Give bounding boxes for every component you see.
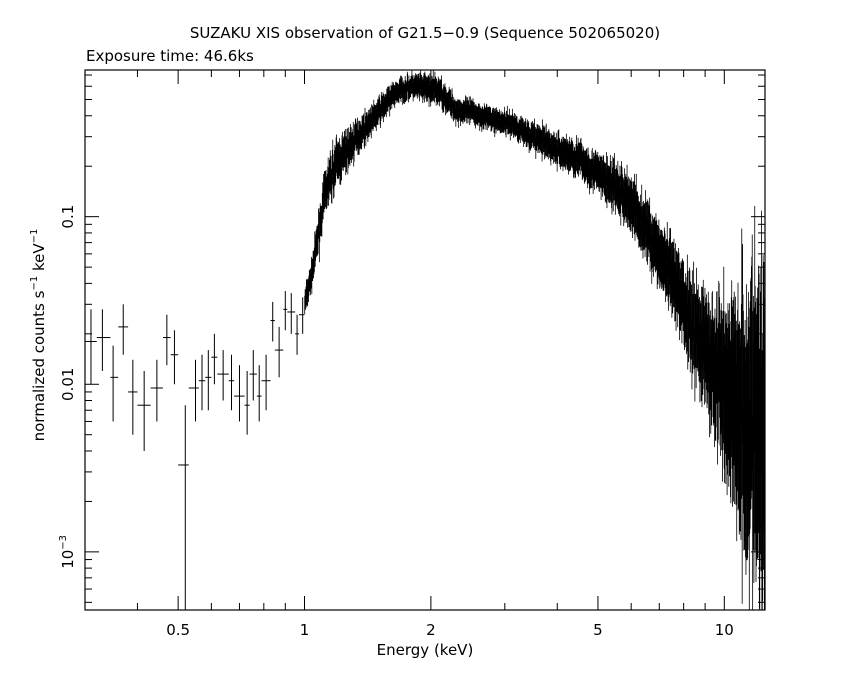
data-point: [150, 359, 163, 422]
data-layer: [85, 70, 766, 610]
y-tick-label: 0.1: [59, 205, 77, 229]
data-point: [295, 314, 299, 355]
data-point: [118, 304, 129, 355]
data-point: [96, 309, 111, 371]
data-point: [249, 350, 257, 401]
x-tick-label: 2: [426, 621, 436, 639]
data-point: [178, 405, 189, 610]
spectrum-continuum: [304, 70, 766, 610]
data-point: [162, 314, 171, 366]
data-point: [274, 326, 284, 378]
data-point: [198, 354, 206, 411]
y-axis-label-base: normalized counts s: [30, 290, 48, 441]
x-tick-label: 0.5: [166, 621, 190, 639]
continuum-errorbars: [304, 70, 766, 610]
y-tick-label: 10−3: [58, 535, 77, 569]
x-axis-label: Energy (keV): [377, 641, 474, 659]
data-point: [170, 330, 179, 385]
continuum-bins: [304, 78, 765, 535]
y-axis-label-exp2: −1: [29, 229, 40, 244]
data-point: [188, 359, 199, 422]
data-point: [128, 359, 138, 435]
data-point: [110, 345, 119, 422]
y-axis-label-exp1: −1: [29, 276, 40, 291]
data-point: [270, 301, 275, 342]
axes-layer: 0.5 1 2 5 10 0.1 0.01 10−3: [58, 70, 765, 639]
y-tick-label-exponent: −3: [58, 535, 69, 550]
data-point: [217, 350, 229, 401]
y-axis-label-mid: keV: [30, 243, 48, 276]
x-tick-label: 5: [593, 621, 603, 639]
chart-title: SUZAKU XIS observation of G21.5−0.9 (Seq…: [190, 24, 660, 42]
data-point: [228, 354, 235, 411]
data-point: [211, 333, 218, 385]
data-point: [298, 297, 305, 334]
plot-frame: [84, 69, 766, 611]
y-axis-label: normalized counts s−1 keV−1: [29, 229, 48, 442]
chart-subtitle: Exposure time: 46.6ks: [86, 47, 254, 65]
y-tick-label: 0.01: [59, 368, 77, 401]
data-point: [205, 350, 212, 411]
data-point: [137, 370, 151, 451]
data-point: [261, 354, 271, 411]
data-point: [283, 291, 288, 331]
data-point: [244, 370, 250, 435]
data-point: [287, 293, 296, 334]
x-tick-label: 1: [300, 621, 310, 639]
data-point: [234, 365, 245, 422]
data-point: [85, 309, 97, 385]
x-tick-label: 10: [715, 621, 734, 639]
data-point: [256, 365, 262, 422]
